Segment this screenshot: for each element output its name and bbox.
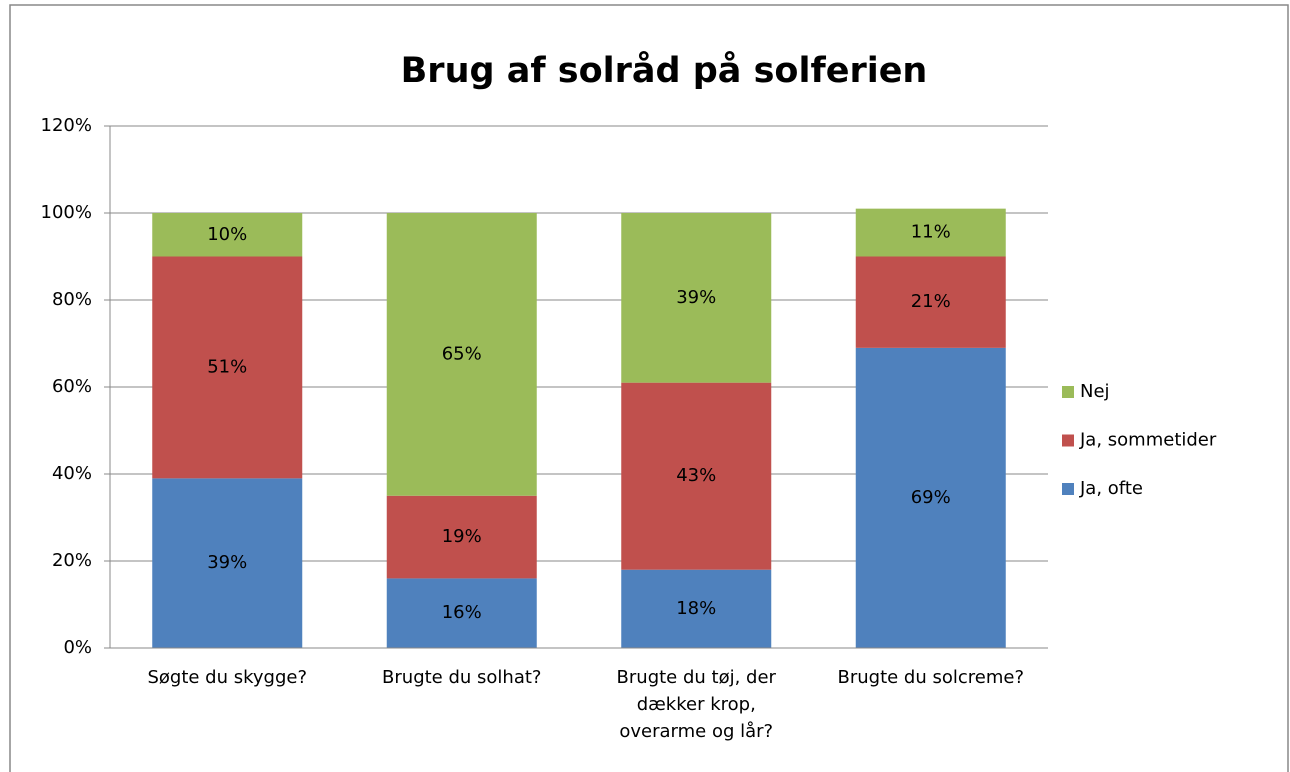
data-label: 16% (442, 602, 482, 623)
x-tick-label: Brugte du tøj, der dækker krop, overarme… (616, 667, 776, 742)
data-label: 18% (676, 598, 716, 619)
chart-title: Brug af solråd på solferien (401, 50, 928, 91)
bar-segment (152, 213, 303, 257)
data-label: 69% (911, 487, 951, 508)
data-label: 65% (442, 343, 482, 364)
bar-segment (386, 213, 537, 496)
data-label: 43% (676, 465, 716, 486)
bar-segment (855, 208, 1006, 257)
legend-swatch (1062, 483, 1074, 495)
y-tick-label: 80% (52, 289, 92, 310)
legend-label: Ja, ofte (1079, 478, 1143, 499)
y-tick-label: 60% (52, 376, 92, 397)
legend-label: Nej (1080, 381, 1110, 402)
y-tick-label: 40% (52, 463, 92, 484)
data-label: 19% (442, 526, 482, 547)
data-label: 10% (207, 224, 247, 245)
x-tick-label: Brugte du solcreme? (837, 667, 1025, 688)
data-label: 39% (676, 287, 716, 308)
y-tick-label: 120% (41, 115, 92, 136)
legend-label: Ja, sommetider (1079, 430, 1217, 451)
bar-segment (621, 569, 772, 648)
bar-segment (152, 256, 303, 479)
x-tick-label: Søgte du skygge? (147, 667, 308, 688)
data-label: 39% (207, 552, 247, 573)
data-label: 21% (911, 291, 951, 312)
bar-segment (855, 347, 1006, 648)
legend-swatch (1062, 434, 1074, 447)
y-tick-label: 100% (41, 202, 92, 223)
x-tick-label: Brugte du solhat? (382, 667, 542, 688)
bar-segment (621, 382, 772, 570)
bar-segment (621, 213, 772, 383)
data-label: 51% (207, 356, 247, 377)
bar-segment (152, 478, 303, 648)
y-tick-label: 0% (63, 637, 92, 658)
bar-segment (386, 578, 537, 648)
data-label: 11% (911, 222, 951, 243)
legend-swatch (1062, 386, 1074, 398)
bar-segment (386, 495, 537, 579)
y-tick-label: 20% (52, 550, 92, 571)
bar-segment (855, 256, 1006, 348)
